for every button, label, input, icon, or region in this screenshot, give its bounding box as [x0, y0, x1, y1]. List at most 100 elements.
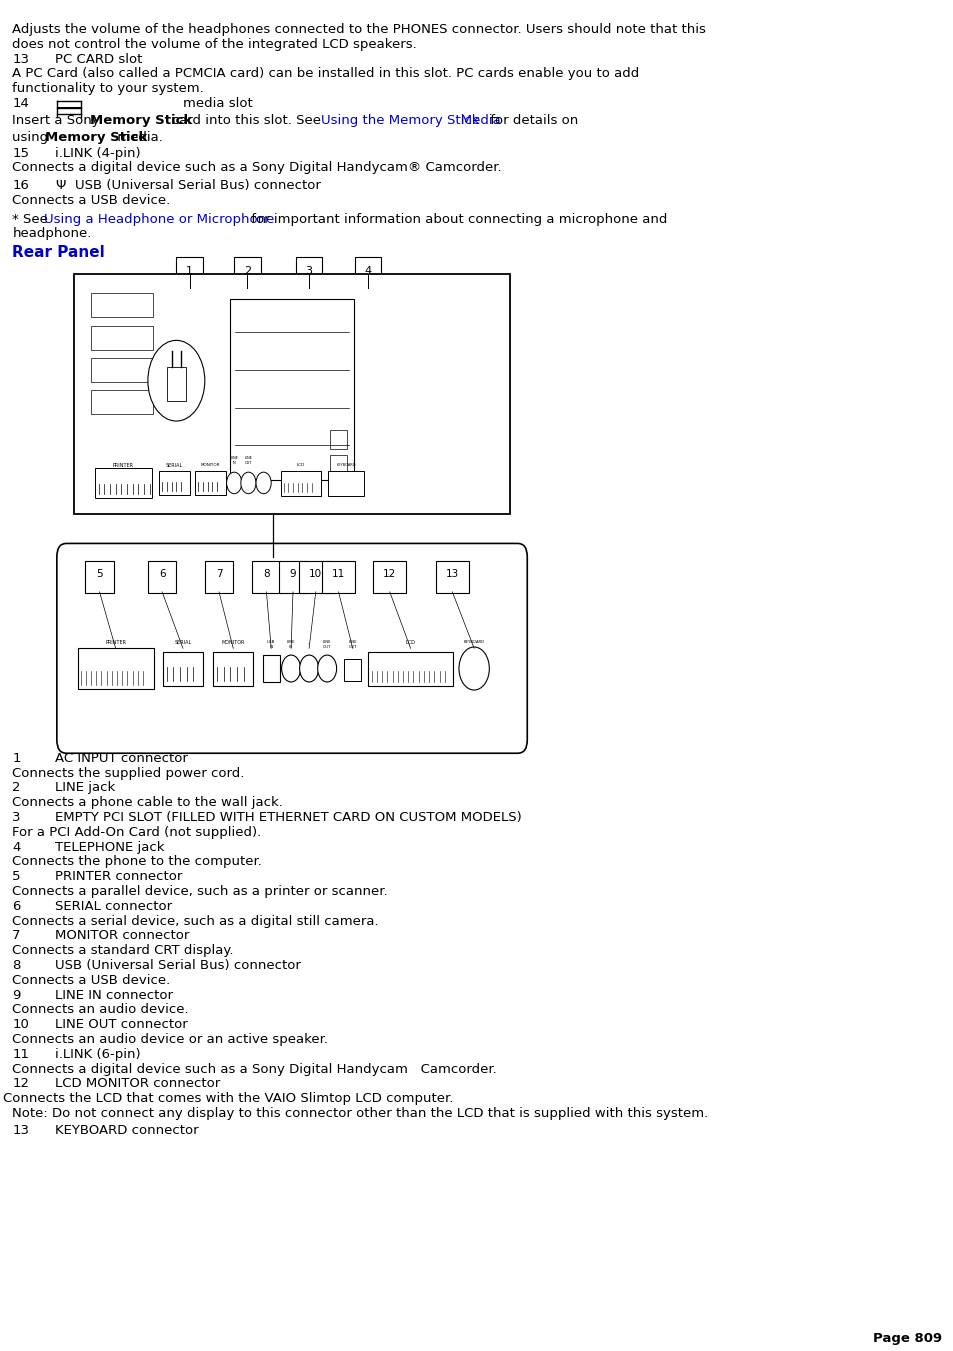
Text: LINE OUT connector: LINE OUT connector	[55, 1019, 188, 1031]
Bar	[77, 648, 153, 689]
Text: Connects a standard CRT display.: Connects a standard CRT display.	[12, 944, 233, 958]
Text: For a PCI Add-On Card (not supplied).: For a PCI Add-On Card (not supplied).	[12, 825, 261, 839]
Text: PRINTER: PRINTER	[112, 463, 133, 467]
Text: KEYBOARD connector: KEYBOARD connector	[55, 1124, 198, 1138]
Text: for important information about connecting a microphone and: for important information about connecti…	[247, 212, 667, 226]
Text: LINE
OUT: LINE OUT	[244, 457, 253, 465]
Text: 6: 6	[12, 900, 21, 913]
Text: Connects the phone to the computer.: Connects the phone to the computer.	[12, 855, 262, 869]
Text: headphone.: headphone.	[12, 227, 91, 240]
Text: media.: media.	[112, 131, 163, 143]
Text: Ψ: Ψ	[55, 178, 65, 192]
Bar	[163, 653, 203, 686]
Text: 7: 7	[215, 569, 222, 580]
Text: LINE jack: LINE jack	[55, 781, 115, 794]
FancyBboxPatch shape	[436, 561, 469, 593]
Circle shape	[227, 471, 241, 493]
Text: Connects the LCD that comes with the VAIO Slimtop LCD computer.: Connects the LCD that comes with the VAI…	[3, 1092, 453, 1105]
FancyBboxPatch shape	[321, 561, 355, 593]
Text: 3: 3	[12, 811, 21, 824]
Text: 13: 13	[12, 53, 30, 66]
Text: LINE
OUT: LINE OUT	[322, 640, 331, 648]
Text: 10: 10	[309, 569, 322, 580]
Circle shape	[317, 655, 336, 682]
Text: Connects a phone cable to the wall jack.: Connects a phone cable to the wall jack.	[12, 796, 283, 809]
Text: 4: 4	[364, 266, 371, 277]
Bar	[330, 455, 347, 473]
Text: SERIAL: SERIAL	[166, 463, 183, 467]
Text: 8: 8	[12, 959, 21, 971]
Text: Page 809: Page 809	[872, 1332, 941, 1344]
Text: for details on: for details on	[485, 115, 578, 127]
Circle shape	[148, 340, 205, 422]
Bar	[195, 470, 226, 494]
Text: SERIAL connector: SERIAL connector	[55, 900, 172, 913]
Text: Memory Stick: Memory Stick	[45, 131, 147, 143]
Text: 9: 9	[290, 569, 296, 580]
Text: USB
IN: USB IN	[267, 640, 275, 648]
Text: TELEPHONE jack: TELEPHONE jack	[55, 840, 164, 854]
Circle shape	[299, 655, 318, 682]
Bar	[73, 274, 510, 513]
Text: i.LINK (6-pin): i.LINK (6-pin)	[55, 1048, 140, 1061]
Text: Connects the supplied power cord.: Connects the supplied power cord.	[12, 767, 244, 780]
Text: --: --	[307, 642, 311, 646]
Text: AC INPUT connector: AC INPUT connector	[55, 753, 188, 765]
Text: LINE
IN: LINE IN	[287, 640, 295, 648]
Text: SERIAL: SERIAL	[174, 640, 192, 646]
Text: LCD: LCD	[405, 640, 416, 646]
Text: USB (Universal Serial Bus) connector: USB (Universal Serial Bus) connector	[55, 959, 300, 971]
FancyBboxPatch shape	[355, 257, 381, 289]
Text: 3: 3	[305, 266, 313, 277]
Text: LINE
IN: LINE IN	[230, 457, 238, 465]
Text: card into this slot. See: card into this slot. See	[159, 115, 325, 127]
FancyBboxPatch shape	[373, 561, 406, 593]
Text: Connects a USB device.: Connects a USB device.	[12, 193, 171, 207]
Text: media slot: media slot	[183, 97, 253, 109]
Bar	[91, 358, 152, 382]
Text: Media: Media	[447, 115, 499, 127]
Text: 16: 16	[12, 178, 30, 192]
Text: Connects a digital device such as a Sony Digital Handycam   Camcorder.: Connects a digital device such as a Sony…	[12, 1063, 497, 1075]
Text: i.LINK (4-pin): i.LINK (4-pin)	[55, 147, 140, 159]
Text: 13: 13	[445, 569, 458, 580]
Text: Connects an audio device or an active speaker.: Connects an audio device or an active sp…	[12, 1034, 328, 1046]
Text: KEYBOARD: KEYBOARD	[336, 463, 355, 466]
Text: does not control the volume of the integrated LCD speakers.: does not control the volume of the integ…	[12, 38, 416, 51]
Text: 11: 11	[12, 1048, 30, 1061]
Text: 9: 9	[12, 989, 21, 1001]
Text: A PC Card (also called a PCMCIA card) can be installed in this slot. PC cards en: A PC Card (also called a PCMCIA card) ca…	[12, 68, 639, 80]
Text: 10: 10	[12, 1019, 30, 1031]
Text: PRINTER connector: PRINTER connector	[55, 870, 182, 884]
Bar	[344, 659, 361, 681]
Bar	[328, 470, 364, 496]
Text: 14: 14	[12, 97, 30, 109]
Text: 13: 13	[12, 1124, 30, 1138]
Circle shape	[240, 471, 255, 493]
Bar	[262, 655, 279, 682]
Text: 2: 2	[244, 266, 251, 277]
Text: Connects a serial device, such as a digital still camera.: Connects a serial device, such as a digi…	[12, 915, 378, 928]
Text: EMPTY PCI SLOT (FILLED WITH ETHERNET CARD ON CUSTOM MODELS): EMPTY PCI SLOT (FILLED WITH ETHERNET CAR…	[55, 811, 521, 824]
Text: using: using	[12, 131, 52, 143]
Text: LCD: LCD	[296, 463, 304, 466]
Text: 5: 5	[12, 870, 21, 884]
Bar	[280, 470, 320, 496]
Text: Using a Headphone or Microphone: Using a Headphone or Microphone	[44, 212, 274, 226]
Text: Insert a Sony: Insert a Sony	[12, 115, 104, 127]
Text: Note: Do not connect any display to this connector other than the LCD that is su: Note: Do not connect any display to this…	[12, 1106, 708, 1120]
FancyBboxPatch shape	[148, 561, 176, 593]
Bar	[94, 469, 152, 497]
Text: 6: 6	[158, 569, 165, 580]
Bar	[91, 293, 152, 317]
FancyBboxPatch shape	[57, 543, 527, 754]
Text: 7: 7	[12, 929, 21, 943]
Circle shape	[458, 647, 489, 690]
Text: 15: 15	[12, 147, 30, 159]
Bar	[159, 470, 190, 494]
Text: PRINTER: PRINTER	[105, 640, 126, 646]
Text: PC CARD slot: PC CARD slot	[55, 53, 142, 66]
Text: Connects a USB device.: Connects a USB device.	[12, 974, 171, 986]
Text: LINE IN connector: LINE IN connector	[55, 989, 172, 1001]
FancyBboxPatch shape	[295, 257, 322, 289]
